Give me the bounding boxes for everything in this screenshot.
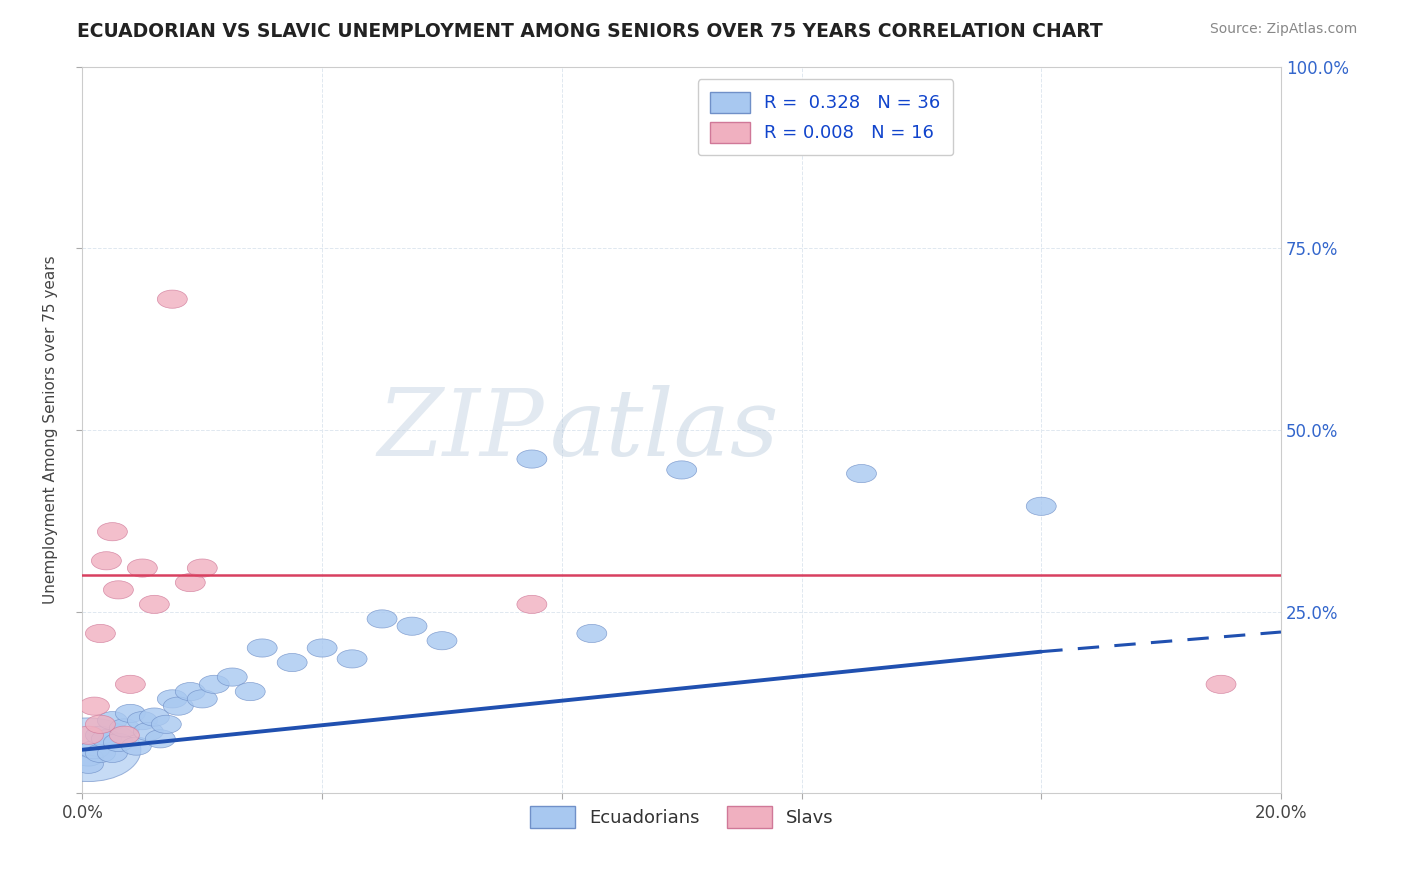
Ellipse shape	[218, 668, 247, 686]
Ellipse shape	[235, 682, 266, 701]
Ellipse shape	[337, 649, 367, 668]
Ellipse shape	[427, 632, 457, 649]
Ellipse shape	[307, 639, 337, 657]
Ellipse shape	[37, 718, 141, 781]
Ellipse shape	[163, 697, 193, 715]
Ellipse shape	[110, 726, 139, 744]
Ellipse shape	[73, 726, 104, 744]
Ellipse shape	[79, 697, 110, 715]
Ellipse shape	[86, 624, 115, 642]
Ellipse shape	[121, 737, 152, 756]
Y-axis label: Unemployment Among Seniors over 75 years: Unemployment Among Seniors over 75 years	[44, 256, 58, 604]
Text: ECUADORIAN VS SLAVIC UNEMPLOYMENT AMONG SENIORS OVER 75 YEARS CORRELATION CHART: ECUADORIAN VS SLAVIC UNEMPLOYMENT AMONG …	[77, 22, 1104, 41]
Ellipse shape	[134, 723, 163, 740]
Ellipse shape	[145, 730, 176, 747]
Ellipse shape	[97, 523, 128, 541]
Ellipse shape	[176, 682, 205, 701]
Ellipse shape	[86, 744, 115, 763]
Ellipse shape	[139, 708, 169, 726]
Ellipse shape	[86, 715, 115, 733]
Ellipse shape	[115, 675, 145, 693]
Ellipse shape	[576, 624, 607, 642]
Text: ZIP: ZIP	[377, 385, 544, 475]
Ellipse shape	[73, 756, 104, 773]
Text: Source: ZipAtlas.com: Source: ZipAtlas.com	[1209, 22, 1357, 37]
Ellipse shape	[97, 712, 128, 730]
Ellipse shape	[666, 461, 697, 479]
Ellipse shape	[517, 450, 547, 468]
Ellipse shape	[517, 595, 547, 614]
Ellipse shape	[157, 290, 187, 309]
Ellipse shape	[200, 675, 229, 693]
Text: atlas: atlas	[550, 385, 779, 475]
Ellipse shape	[104, 581, 134, 599]
Ellipse shape	[73, 747, 104, 766]
Ellipse shape	[79, 740, 110, 759]
Ellipse shape	[1206, 675, 1236, 693]
Ellipse shape	[86, 726, 115, 744]
Ellipse shape	[91, 730, 121, 747]
Ellipse shape	[396, 617, 427, 635]
Ellipse shape	[115, 705, 145, 723]
Ellipse shape	[139, 595, 169, 614]
Ellipse shape	[176, 574, 205, 591]
Ellipse shape	[247, 639, 277, 657]
Ellipse shape	[91, 552, 121, 570]
Ellipse shape	[104, 733, 134, 752]
Ellipse shape	[152, 715, 181, 733]
Ellipse shape	[1026, 497, 1056, 516]
Ellipse shape	[128, 559, 157, 577]
Ellipse shape	[367, 610, 396, 628]
Ellipse shape	[277, 654, 307, 672]
Ellipse shape	[187, 690, 218, 708]
Ellipse shape	[97, 744, 128, 763]
Ellipse shape	[157, 690, 187, 708]
Legend: Ecuadorians, Slavs: Ecuadorians, Slavs	[522, 798, 841, 835]
Ellipse shape	[128, 712, 157, 730]
Ellipse shape	[187, 559, 218, 577]
Ellipse shape	[846, 465, 876, 483]
Ellipse shape	[110, 719, 139, 737]
